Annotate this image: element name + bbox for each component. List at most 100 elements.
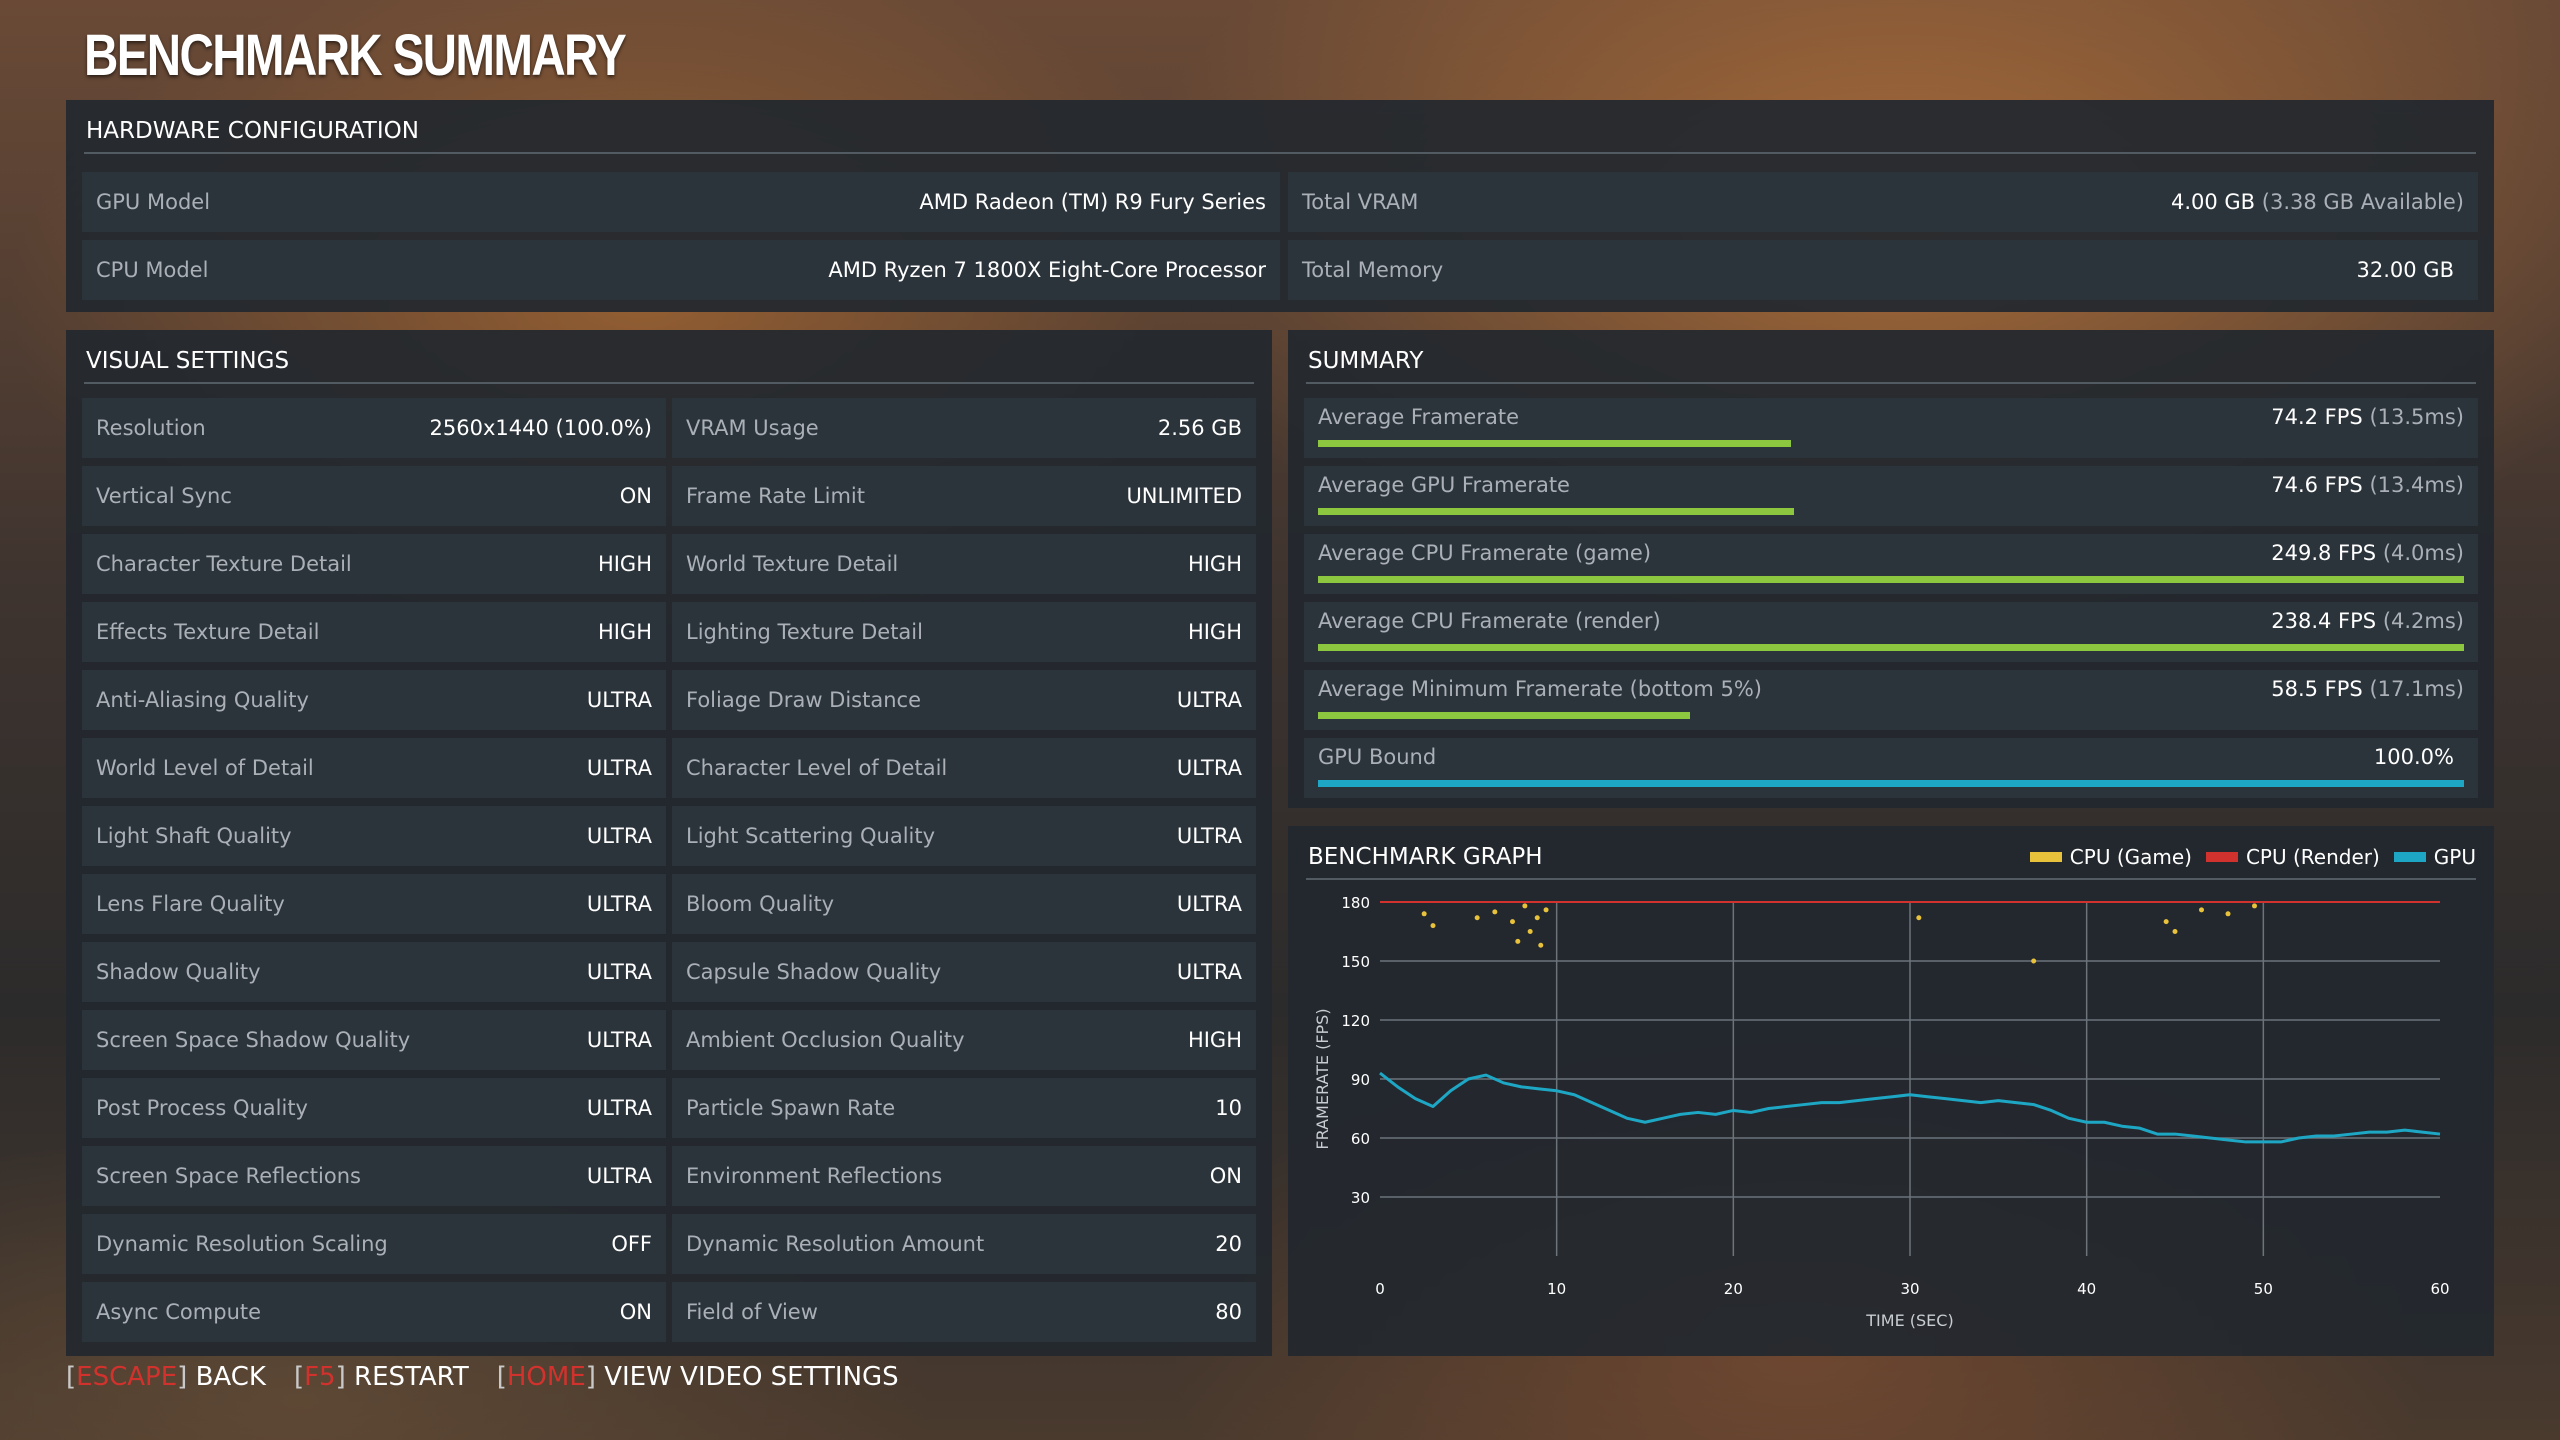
setting-label: Bloom Quality xyxy=(686,892,835,916)
bracket-open: [ xyxy=(66,1362,77,1392)
total-memory-row: Total Memory 32.00 GB xyxy=(1288,240,2478,300)
total-vram-available: (3.38 GB Available) xyxy=(2261,190,2464,214)
setting-label: Particle Spawn Rate xyxy=(686,1096,896,1120)
setting-label: Frame Rate Limit xyxy=(686,484,865,508)
summary-stat-value-group: 238.4 FPS (4.2ms) xyxy=(2271,604,2464,638)
series-point-cpu-game xyxy=(1492,909,1498,915)
y-tick-label: 30 xyxy=(1351,1189,1370,1207)
setting-label: Effects Texture Detail xyxy=(96,620,320,644)
setting-value: ON xyxy=(1209,1164,1242,1188)
total-memory-label: Total Memory xyxy=(1302,258,1444,282)
summary-stat-value-group: 100.0% xyxy=(2374,740,2454,774)
setting-label: Lighting Texture Detail xyxy=(686,620,923,644)
setting-row: Resolution 2560x1440 (100.0%) xyxy=(82,398,666,458)
x-tick-label: 50 xyxy=(2254,1280,2273,1298)
y-tick-label: 60 xyxy=(1351,1130,1370,1148)
series-point-cpu-game xyxy=(1527,929,1533,934)
footer-control-back[interactable]: [ESCAPE] BACK xyxy=(66,1362,266,1392)
setting-label: World Texture Detail xyxy=(686,552,899,576)
summary-stat-value-group: 74.2 FPS (13.5ms) xyxy=(2271,400,2464,434)
footer-control-restart[interactable]: [F5] RESTART xyxy=(294,1362,469,1392)
footer-control-view-video-settings[interactable]: [HOME] VIEW VIDEO SETTINGS xyxy=(497,1362,899,1392)
series-line-gpu xyxy=(1379,1071,2441,1144)
setting-row: Screen Space Reflections ULTRA xyxy=(82,1146,666,1206)
summary-stat-value: 100.0% xyxy=(2373,745,2454,769)
legend-swatch xyxy=(2205,851,2238,862)
summary-stat-note: (13.4ms) xyxy=(2369,473,2464,497)
setting-value: ULTRA xyxy=(1176,756,1242,780)
summary-stat-row: GPU Bound 100.0% xyxy=(1304,738,2478,798)
series-point-cpu-game xyxy=(2199,907,2204,913)
x-tick-label: 0 xyxy=(1375,1280,1385,1298)
y-tick-label: 90 xyxy=(1351,1071,1370,1089)
summary-stat-label: Average Framerate xyxy=(1318,405,1519,429)
summary-stat-label: GPU Bound xyxy=(1318,745,1437,769)
setting-row: Shadow Quality ULTRA xyxy=(82,942,666,1002)
legend-item: CPU (Render) xyxy=(2205,840,2380,874)
summary-stat-value-group: 58.5 FPS (17.1ms) xyxy=(2271,672,2464,706)
summary-stat-bar xyxy=(1318,644,2464,651)
hardware-panel: HARDWARE CONFIGURATION GPU Model AMD Rad… xyxy=(66,100,2494,312)
setting-label: Foliage Draw Distance xyxy=(686,688,921,712)
page-title: BENCHMARK SUMMARY xyxy=(84,23,627,88)
summary-stat-label: Average CPU Framerate (game) xyxy=(1318,541,1652,565)
setting-label: Dynamic Resolution Amount xyxy=(686,1232,985,1256)
setting-row: Field of View 80 xyxy=(672,1282,1256,1342)
footer-key: ESCAPE xyxy=(76,1362,178,1392)
summary-stat-note: (4.0ms) xyxy=(2382,541,2464,565)
summary-stat-value-group: 74.6 FPS (13.4ms) xyxy=(2271,468,2464,502)
setting-row: Character Texture Detail HIGH xyxy=(82,534,666,594)
setting-value: ULTRA xyxy=(1176,892,1242,916)
setting-label: Light Scattering Quality xyxy=(686,824,936,848)
bracket-open: [ xyxy=(293,1362,305,1392)
setting-label: Async Compute xyxy=(96,1300,262,1324)
hardware-header: HARDWARE CONFIGURATION xyxy=(84,114,2476,154)
setting-value: ULTRA xyxy=(586,824,652,848)
cpu-model-value: AMD Ryzen 7 1800X Eight-Core Processor xyxy=(828,258,1266,282)
y-tick-label: 180 xyxy=(1341,894,1370,912)
y-axis-label: FRAMERATE (FPS) xyxy=(1313,1008,1332,1149)
bracket-close: ] xyxy=(335,1362,355,1392)
setting-label: Capsule Shadow Quality xyxy=(686,960,942,984)
summary-header: SUMMARY xyxy=(1306,344,2476,384)
visual-settings-panel: VISUAL SETTINGS Resolution 2560x1440 (100… xyxy=(66,330,1272,1356)
setting-label: World Level of Detail xyxy=(96,756,314,780)
summary-stat-label: Average Minimum Framerate (bottom 5%) xyxy=(1318,677,1762,701)
bracket-close: ] xyxy=(177,1362,196,1392)
x-tick-label: 10 xyxy=(1547,1280,1566,1298)
bracket-close: ] xyxy=(585,1362,605,1392)
setting-label: Light Shaft Quality xyxy=(96,824,292,848)
setting-label: Dynamic Resolution Scaling xyxy=(96,1232,388,1256)
setting-row: Character Level of Detail ULTRA xyxy=(672,738,1256,798)
setting-row: Dynamic Resolution Amount 20 xyxy=(672,1214,1256,1274)
cpu-model-row: CPU Model AMD Ryzen 7 1800X Eight-Core P… xyxy=(82,240,1280,300)
graph-legend: CPU (Game) CPU (Render) GPU xyxy=(2016,840,2476,874)
footer-label: VIEW VIDEO SETTINGS xyxy=(604,1362,899,1392)
setting-row: Foliage Draw Distance ULTRA xyxy=(672,670,1256,730)
series-point-cpu-game xyxy=(2252,903,2257,909)
setting-value: ULTRA xyxy=(586,960,652,984)
setting-row: Particle Spawn Rate 10 xyxy=(672,1078,1256,1138)
footer-key: HOME xyxy=(506,1362,586,1392)
series-point-cpu-game xyxy=(2031,958,2037,964)
footer-key: F5 xyxy=(304,1362,336,1392)
setting-label: Vertical Sync xyxy=(96,484,232,508)
setting-value: ULTRA xyxy=(586,1096,652,1120)
series-point-cpu-game xyxy=(1515,938,1521,944)
setting-label: Resolution xyxy=(96,416,206,440)
summary-stat-value-group: 249.8 FPS (4.0ms) xyxy=(2271,536,2464,570)
setting-label: Ambient Occlusion Quality xyxy=(686,1028,965,1052)
footer-label: RESTART xyxy=(354,1362,469,1392)
series-point-cpu-game xyxy=(1522,903,1528,909)
setting-row: Light Scattering Quality ULTRA xyxy=(672,806,1256,866)
setting-value: ON xyxy=(619,484,652,508)
setting-row: Dynamic Resolution Scaling OFF xyxy=(82,1214,666,1274)
summary-stat-row: Average CPU Framerate (game) 249.8 FPS (4… xyxy=(1304,534,2478,594)
setting-value: HIGH xyxy=(1187,1028,1242,1052)
series-point-cpu-game xyxy=(2225,911,2231,917)
setting-value: ON xyxy=(619,1300,652,1324)
summary-stat-bar xyxy=(1318,440,1791,447)
setting-value: HIGH xyxy=(597,552,652,576)
summary-stat-value: 74.2 FPS xyxy=(2271,405,2363,429)
setting-value: ULTRA xyxy=(586,892,652,916)
